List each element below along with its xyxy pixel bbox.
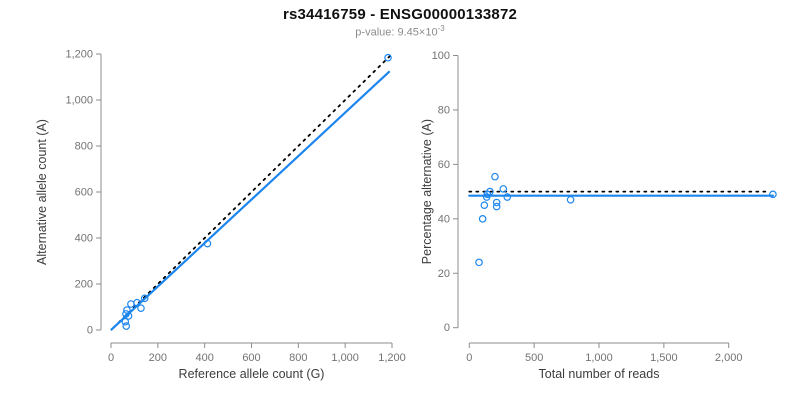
y-tick-label: 80: [438, 104, 450, 116]
x-axis-title: Total number of reads: [539, 367, 660, 381]
data-point: [123, 306, 131, 314]
pvalue-subtitle: p-value: 9.45×10-3: [0, 24, 800, 39]
identity-line: [112, 54, 392, 329]
y-tick-label: 1,200: [65, 49, 93, 61]
x-tick-label: 500: [525, 352, 543, 364]
data-point: [491, 172, 499, 181]
data-point: [492, 202, 501, 211]
y-tick-label: 60: [438, 159, 450, 171]
data-point: [769, 190, 777, 199]
y-tick-label: 200: [75, 279, 93, 291]
x-axis-title: Reference allele count (G): [179, 367, 325, 381]
y-tick-label: 20: [438, 268, 450, 280]
pvalue-exponent: -3: [437, 24, 445, 33]
y-tick-label: 400: [75, 233, 93, 245]
y-tick-label: 600: [75, 187, 93, 199]
x-tick-label: 2,000: [715, 352, 743, 364]
data-point: [475, 258, 483, 267]
data-point: [140, 294, 149, 303]
data-point: [203, 239, 212, 248]
fit-line: [110, 70, 391, 331]
x-tick-label: 400: [195, 352, 213, 364]
pvalue-mantissa: 9.45×10: [397, 26, 438, 39]
x-tick-label: 1,000: [585, 352, 613, 364]
data-point: [133, 298, 141, 307]
y-axis-title: Alternative allele count (A): [35, 119, 49, 265]
x-tick-label: 800: [289, 352, 307, 364]
y-tick-label: 800: [75, 141, 93, 153]
left-scatter-panel: 0 200 400 600 800 1,000 1,200 0 200 400 600 800 1,00…: [35, 49, 406, 382]
data-point: [137, 304, 145, 312]
x-tick-label: 1,200: [378, 352, 406, 364]
x-tick-label: 0: [108, 352, 114, 364]
data-point: [478, 215, 487, 223]
x-tick-label: 600: [242, 352, 260, 364]
y-tick-label: 0: [87, 325, 93, 337]
data-point: [486, 187, 494, 196]
data-point: [127, 300, 135, 308]
page-title: rs34416759 - ENSG00000133872: [282, 6, 518, 23]
data-point: [499, 185, 508, 193]
x-tick-label: 1,500: [650, 352, 678, 364]
right-scatter-panel: 0 20 40 60 80 100 0 500 1,000 1,500 2,000 Total num…: [420, 50, 777, 381]
data-point: [384, 53, 392, 62]
x-tick-label: 1,000: [331, 352, 359, 364]
data-point: [503, 193, 512, 201]
data-point: [122, 322, 131, 330]
y-tick-label: 100: [432, 50, 450, 62]
y-tick-label: 1,000: [65, 95, 93, 107]
y-tick-label: 40: [438, 213, 450, 225]
x-tick-label: 200: [149, 352, 167, 364]
data-point: [121, 317, 130, 326]
y-tick-label: 0: [444, 322, 450, 334]
y-axis-title: Percentage alternative (A): [420, 119, 434, 264]
data-point: [492, 198, 501, 207]
data-point: [566, 195, 575, 204]
data-point: [480, 201, 489, 210]
pvalue-label: p-value:: [355, 26, 398, 39]
x-tick-label: 0: [466, 352, 472, 364]
